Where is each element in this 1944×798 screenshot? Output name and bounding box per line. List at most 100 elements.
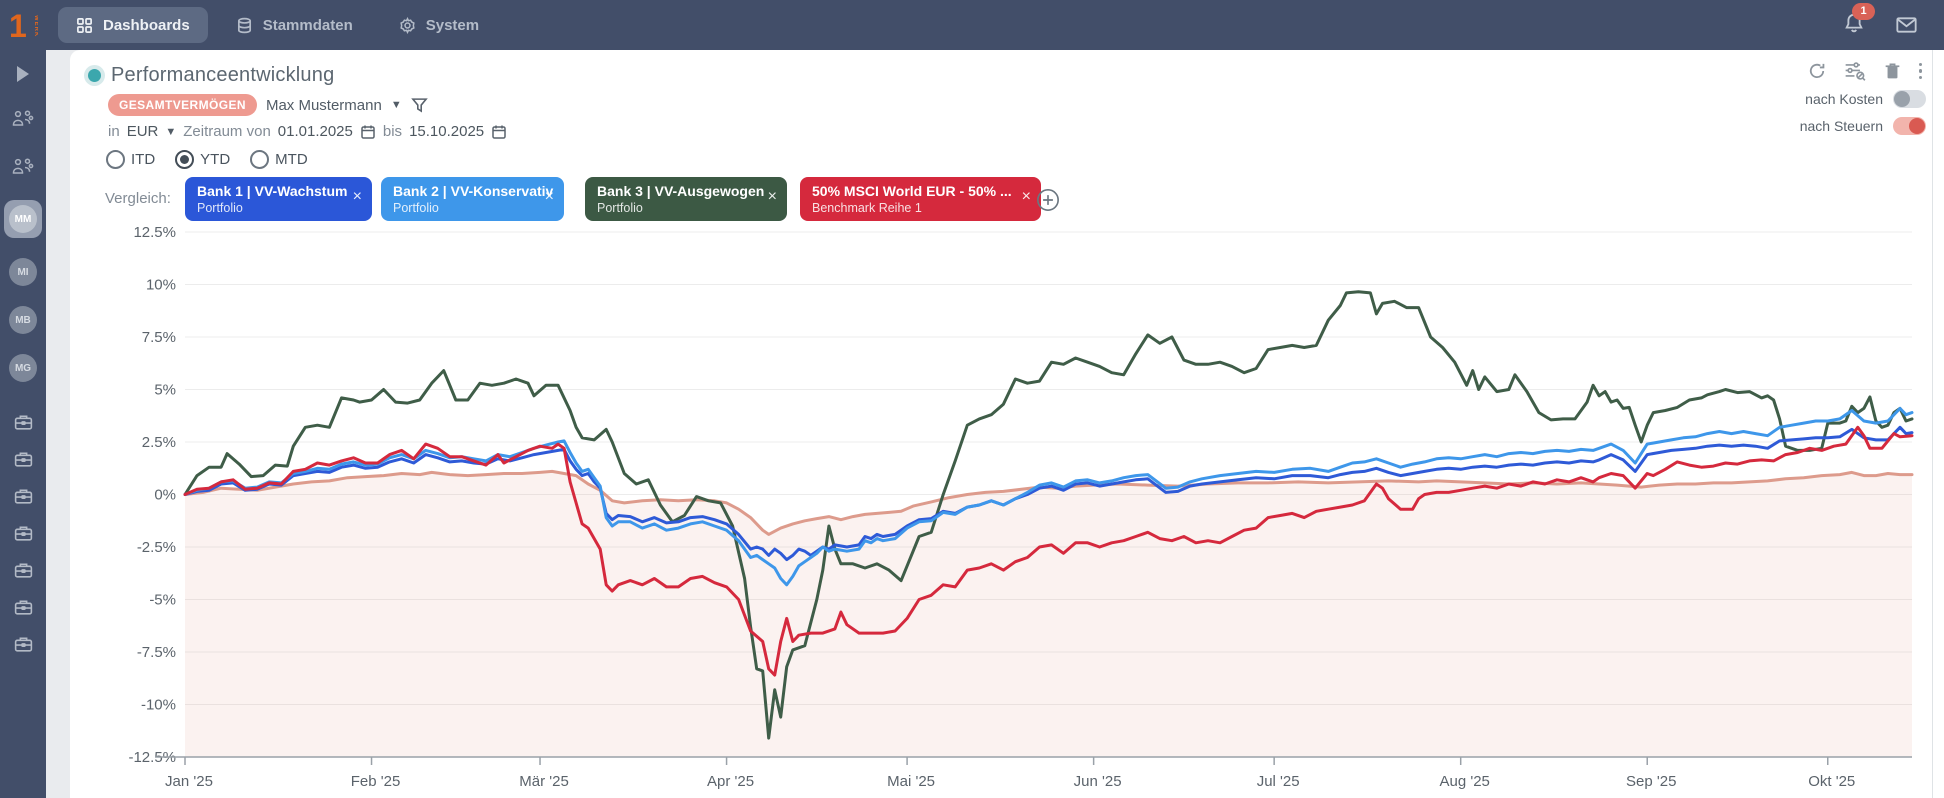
y-axis-label: 2.5% <box>142 434 176 451</box>
close-icon[interactable]: × <box>352 188 362 205</box>
user-group-icon[interactable] <box>11 108 35 130</box>
toggle-switch[interactable] <box>1893 117 1926 135</box>
tab-label: System <box>425 16 480 34</box>
calendar-icon[interactable] <box>491 124 507 140</box>
y-axis-label: -5% <box>149 592 176 609</box>
avatar-initials: MI <box>9 258 37 286</box>
top-navbar: 1 WERK Dashboards Stammdaten <box>0 0 1944 50</box>
radio-ytd[interactable]: YTD <box>175 150 230 169</box>
avatar-mg[interactable]: MG <box>9 354 37 382</box>
briefcase-icon[interactable] <box>13 560 34 580</box>
x-axis-label: Jan '25 <box>165 773 213 790</box>
briefcase-icon[interactable] <box>13 597 34 617</box>
currency-select[interactable]: EUR <box>126 123 159 140</box>
avatar-mi[interactable]: MI <box>9 258 37 286</box>
comparison-chip-bank2[interactable]: Bank 2 | VV-Konservativ Portfolio × <box>381 177 564 221</box>
user-group-icon[interactable] <box>11 156 35 178</box>
tab-dashboards[interactable]: Dashboards <box>58 7 208 43</box>
panel-actions <box>1807 61 1922 81</box>
x-axis-label: Mai '25 <box>887 773 935 790</box>
chip-title: Bank 1 | VV-Wachstum <box>197 183 348 199</box>
x-axis-label: Apr '25 <box>707 773 754 790</box>
database-icon <box>237 17 251 33</box>
chip-subtitle: Portfolio <box>197 201 243 215</box>
svg-text:1: 1 <box>9 8 27 43</box>
period-row: in EUR ▼ Zeitraum von 01.01.2025 bis 15.… <box>108 123 507 140</box>
main-tabs: Dashboards Stammdaten System <box>58 7 497 43</box>
toggle-nach-steuern[interactable]: nach Steuern <box>1800 117 1926 135</box>
performance-chart[interactable]: 12.5% 10% 7.5% 5% 2.5% 0% -2.5% -5% -7.5% -10% -12… <box>70 50 1944 798</box>
chevron-down-icon[interactable]: ▼ <box>390 99 402 111</box>
tab-label: Dashboards <box>103 16 190 34</box>
y-axis-label: -10% <box>141 697 176 714</box>
date-from-input[interactable]: 01.01.2025 <box>277 123 353 140</box>
toggle-nach-kosten[interactable]: nach Kosten <box>1805 90 1926 108</box>
panel-right-divider <box>1932 50 1933 798</box>
left-sidebar: MM MI MB MG <box>0 50 46 798</box>
radio-ring <box>106 150 125 169</box>
briefcase-icon[interactable] <box>13 449 34 469</box>
navbar-right: 1 <box>1843 2 1918 39</box>
mail-icon[interactable] <box>1895 14 1918 36</box>
notification-badge: 1 <box>1852 2 1875 20</box>
radio-mtd[interactable]: MTD <box>250 150 308 169</box>
briefcase-icon[interactable] <box>13 412 34 432</box>
briefcase-icon[interactable] <box>13 486 34 506</box>
tab-label: Stammdaten <box>262 16 353 34</box>
comparison-chip-bank1[interactable]: Bank 1 | VV-Wachstum Portfolio × <box>185 177 372 221</box>
page-title: Performanceentwicklung <box>111 64 335 86</box>
owner-name[interactable]: Max Mustermann <box>265 96 382 114</box>
notifications-button[interactable]: 1 <box>1843 2 1875 39</box>
panel-title-row: Performanceentwicklung <box>88 64 334 87</box>
kebab-menu-icon[interactable] <box>1918 62 1922 80</box>
currency-prefix-label: in <box>108 123 120 140</box>
y-axis-label: -7.5% <box>137 644 176 661</box>
calendar-icon[interactable] <box>360 124 376 140</box>
tab-system[interactable]: System <box>381 7 497 43</box>
radio-ring <box>175 150 195 169</box>
expand-sidebar-icon[interactable] <box>17 66 29 82</box>
comparison-chip-benchmark[interactable]: 50% MSCI World EUR - 50% ... Benchmark R… <box>800 177 1041 221</box>
briefcase-icon[interactable] <box>13 634 34 654</box>
close-icon[interactable]: × <box>1021 188 1031 205</box>
trash-icon[interactable] <box>1883 61 1902 81</box>
x-axis-label: Jun '25 <box>1074 773 1122 790</box>
y-axis-label: 7.5% <box>142 329 176 346</box>
radio-label: YTD <box>200 151 231 168</box>
tab-stammdaten[interactable]: Stammdaten <box>218 7 371 43</box>
comparison-chip-bank3[interactable]: Bank 3 | VV-Ausgewogen Portfolio × <box>585 177 787 221</box>
comparison-row: Vergleich: Bank 1 | VV-Wachstum Portfoli… <box>70 177 1944 223</box>
svg-text:WERK: WERK <box>33 15 38 37</box>
chip-title: Bank 3 | VV-Ausgewogen <box>597 183 765 199</box>
refresh-icon[interactable] <box>1807 61 1827 81</box>
period-label: Zeitraum von <box>183 123 271 140</box>
brand-logo-icon: 1 WERK <box>9 8 38 43</box>
entity-row: GESAMTVERMÖGEN Max Mustermann ▼ <box>108 94 428 116</box>
filter-funnel-icon[interactable] <box>410 97 428 114</box>
dashboard-panel: 12.5% 10% 7.5% 5% 2.5% 0% -2.5% -5% -7.5% -10% -12… <box>70 50 1944 798</box>
series-line-Bank 3 | VV-Ausgewogen <box>183 290 1914 740</box>
toggle-label: nach Kosten <box>1805 91 1883 107</box>
chip-title: 50% MSCI World EUR - 50% ... <box>812 183 1012 199</box>
close-icon[interactable]: × <box>767 188 777 205</box>
avatar-mb[interactable]: MB <box>9 306 37 334</box>
x-axis-label: Sep '25 <box>1626 773 1676 790</box>
bis-label: bis <box>382 123 403 140</box>
filter-settings-icon[interactable] <box>1844 61 1866 81</box>
toggle-switch[interactable] <box>1893 90 1926 108</box>
radio-itd[interactable]: ITD <box>106 150 155 169</box>
compare-label: Vergleich: <box>105 190 171 207</box>
brand-logo[interactable]: 1 WERK <box>0 0 46 50</box>
radio-label: ITD <box>131 151 156 168</box>
grid-icon <box>77 17 92 33</box>
add-comparison-button[interactable] <box>1036 188 1060 217</box>
briefcase-icon[interactable] <box>13 523 34 543</box>
close-icon[interactable]: × <box>544 188 554 205</box>
chip-subtitle: Portfolio <box>393 201 439 215</box>
avatar-mm[interactable]: MM <box>4 200 42 238</box>
chevron-down-icon[interactable]: ▼ <box>165 125 177 138</box>
scope-badge[interactable]: GESAMTVERMÖGEN <box>108 94 257 116</box>
avatar-initials: MM <box>9 205 37 233</box>
date-to-input[interactable]: 15.10.2025 <box>409 123 485 140</box>
